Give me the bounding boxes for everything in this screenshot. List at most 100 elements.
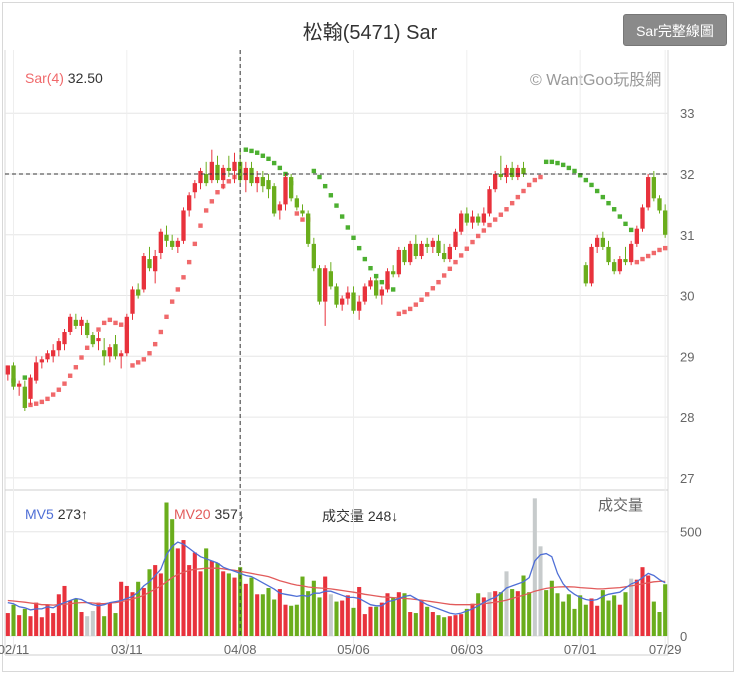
volume-bar [487,592,492,636]
candle-body [447,246,452,260]
candle-body [419,243,424,257]
sar-dot [118,322,124,327]
candle-body [504,167,509,178]
sar-dot [311,168,317,174]
sar-dot [79,355,84,360]
volume-bar [277,589,282,636]
sar-dot [351,235,356,241]
volume-bar [204,548,209,636]
volume-bar [317,597,322,636]
volume-panel-title: 成交量 [598,497,644,514]
candle-body [459,213,464,232]
volume-bar [481,597,486,636]
price-tick-label: 31 [680,228,694,243]
sar-dot [215,190,220,195]
sar-dot [373,273,379,279]
candle-body [141,256,146,290]
sar-dot [424,292,430,297]
candle-body [634,228,639,244]
volume-bar [107,602,112,636]
sar-dot [589,182,594,188]
volume-bar [39,617,44,636]
candle-body [300,210,305,214]
sar-dot [50,392,56,397]
sar-dot [362,256,368,262]
sar-dot [130,363,135,368]
candle-body [583,265,588,284]
volume-bar [362,614,367,636]
candle-body [464,213,469,223]
sar-full-chart-button[interactable]: Sar完整線圖 [623,14,727,46]
price-tick-label: 30 [680,289,694,304]
date-tick-label: 05/06 [337,642,370,657]
volume-bar [119,581,124,636]
candle-body [623,259,628,263]
date-tick-label: 07/29 [649,642,682,657]
volume-tick-label: 0 [680,629,687,644]
candle-body [5,365,10,375]
volume-bar [595,605,600,636]
sar-dot [169,299,175,304]
candle-body [124,316,129,354]
candle-body [136,289,141,296]
volume-bar [5,613,10,636]
sar-dot [192,241,198,247]
candle-body [396,249,401,275]
sar-dot [254,150,260,155]
volume-bar [583,604,588,636]
sar-dot [249,148,254,154]
volume-bar [238,567,243,636]
volume-bar [300,576,305,636]
candle-body [68,316,73,332]
volume-bar [470,603,475,636]
sar-dot [356,245,362,251]
volume-bar [640,567,645,636]
volume-bar [175,548,180,636]
volume-bar [85,616,90,636]
sar-dot [56,387,62,392]
sar-dot [334,203,339,208]
volume-bar [345,595,350,636]
volume-bar [124,585,129,636]
sar-dot [243,147,249,152]
sar-legend-value: 32.50 [67,70,103,86]
volume-bar [651,601,656,636]
volume-bar [113,613,118,636]
sar-dot [152,341,158,347]
volume-bar [249,577,254,636]
volume-bar [255,594,260,636]
candle-body [306,213,311,244]
candle-body [368,280,373,287]
sar-dot [464,246,470,251]
volume-bar [408,612,413,636]
date-tick-label: 04/08 [224,642,257,657]
candle-body [323,268,328,302]
sar-dot [67,373,73,378]
sar-dot [572,168,577,174]
sar-dot [96,327,101,332]
volume-bar [34,602,39,636]
sar-dot [453,259,458,265]
candle-body [617,259,622,272]
volume-bar [187,565,192,636]
sar-dot [600,194,606,200]
volume-bar [28,616,33,636]
sar-dot [594,188,600,194]
candle-body [11,365,16,387]
candle-body [147,259,152,269]
sar-dot [294,211,300,216]
sar-dot [113,320,118,326]
volume-bar [527,592,532,636]
volume-bar [549,580,554,636]
sar-dot [441,273,447,278]
sar-legend: Sar(4) 32.50 [25,70,103,86]
volume-bar [419,600,424,636]
sar-dot [413,302,419,307]
volume-bar [589,598,594,636]
volume-bar [453,615,458,636]
price-tick-label: 32 [680,167,694,182]
sar-dot [640,256,645,262]
volume-bar [436,615,441,636]
sar-dot [526,182,532,188]
date-tick-label: 02/11 [0,642,29,657]
